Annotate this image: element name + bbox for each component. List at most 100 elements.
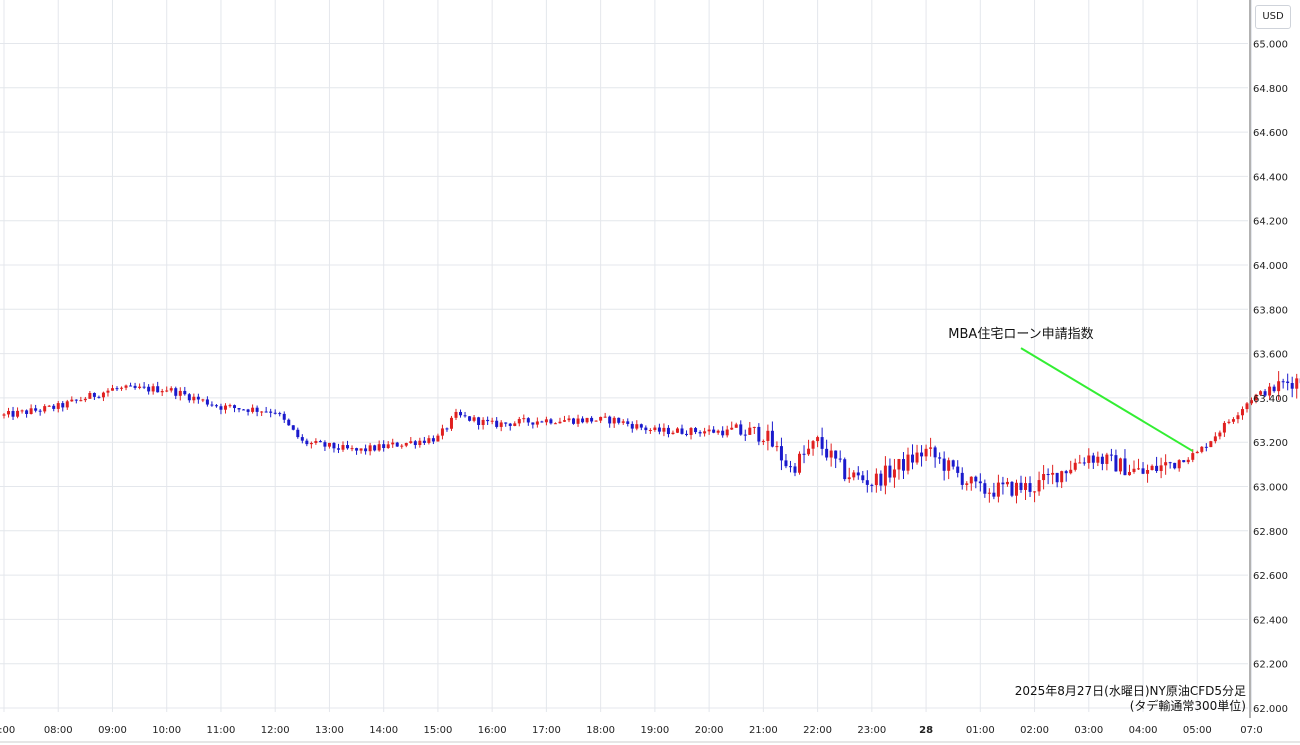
annotation-label: MBA住宅ローン申請指数 <box>948 327 1093 342</box>
candle-body <box>1263 391 1267 396</box>
candle-body <box>1250 400 1254 404</box>
candle-body <box>585 417 589 423</box>
y-tick-label: 62.800 <box>1253 527 1288 538</box>
y-tick-label: 62.200 <box>1253 660 1288 671</box>
candle-body <box>1191 453 1195 460</box>
candle-body <box>603 416 607 418</box>
candle-body <box>784 460 788 467</box>
candle-body <box>88 392 92 399</box>
candle-body <box>1042 474 1046 481</box>
candle-body <box>544 419 548 423</box>
candle-body <box>16 410 20 417</box>
candle-body <box>1037 480 1041 492</box>
candle-body <box>929 447 933 449</box>
candle-body <box>987 492 991 494</box>
candle-body <box>477 417 481 426</box>
candle-body <box>273 412 277 414</box>
candle-body <box>870 484 874 486</box>
candle-body <box>653 427 657 431</box>
y-axis: 62.000 62.200 62.400 62.600 62.800 63.000 63.2… <box>1249 0 1288 718</box>
candle-body <box>942 458 946 471</box>
x-tick-label: 11:00 <box>207 725 236 736</box>
candle-body <box>472 417 476 421</box>
candle-body <box>1231 419 1235 422</box>
candle-body <box>205 399 209 405</box>
candle-body <box>196 396 200 400</box>
candle-body <box>449 417 453 429</box>
candle-body <box>1155 465 1159 472</box>
candle-body <box>517 418 521 424</box>
candle-body <box>368 445 372 452</box>
candle-body <box>675 428 679 433</box>
candle-body <box>924 448 928 457</box>
x-tick-label: 13:00 <box>315 725 344 736</box>
candle-body <box>92 392 96 397</box>
candle-body <box>1064 471 1068 474</box>
y-tick-label: 64.200 <box>1253 217 1288 228</box>
candle-body <box>820 437 824 449</box>
candle-body <box>1159 465 1163 472</box>
candle-body <box>734 424 738 428</box>
x-tick-label: 04:00 <box>1129 725 1158 736</box>
candle-body <box>513 423 517 426</box>
candle-body <box>47 405 51 407</box>
y-tick-label: 63.400 <box>1253 394 1288 405</box>
candle-body <box>1024 483 1028 490</box>
candle-body <box>1240 409 1244 416</box>
candle-body <box>689 428 693 435</box>
y-tick-label: 64.000 <box>1253 261 1288 272</box>
candle-body <box>865 480 869 485</box>
candle-body <box>1069 469 1073 474</box>
candle-body <box>431 438 435 442</box>
candle-body <box>608 416 612 424</box>
candle-body <box>160 391 164 393</box>
candle-body <box>662 427 666 432</box>
candle-body <box>133 385 137 388</box>
candle-body <box>427 438 431 443</box>
y-tick-label: 63.800 <box>1253 305 1288 316</box>
candle-body <box>1150 465 1154 471</box>
currency-label[interactable]: USD <box>1255 5 1291 29</box>
candle-body <box>630 423 634 429</box>
candle-body <box>1290 383 1294 389</box>
candle-body <box>798 453 802 473</box>
candle-body <box>553 423 557 425</box>
candle-body <box>648 430 652 432</box>
candle-body <box>56 403 60 409</box>
candle-body <box>671 432 675 435</box>
candle-body <box>174 388 178 396</box>
candle-body <box>418 440 422 446</box>
candle-body <box>1173 462 1177 469</box>
candle-body <box>459 411 463 416</box>
candle-body <box>888 465 892 478</box>
candle-body <box>635 424 639 429</box>
candle-body <box>74 399 78 401</box>
candle-body <box>1200 446 1204 452</box>
candle-body <box>1195 451 1199 454</box>
candle-body <box>147 386 151 392</box>
candle-body <box>318 441 322 443</box>
candle-body <box>305 440 309 445</box>
candle-body <box>29 408 33 414</box>
candle-body <box>1091 455 1095 463</box>
candle-body <box>788 466 792 468</box>
candle-body <box>1277 381 1281 392</box>
x-tick-label: 20:00 <box>695 725 724 736</box>
candle-body <box>169 388 173 391</box>
candle-body <box>359 448 363 451</box>
candle-body <box>883 465 887 486</box>
candle-body <box>716 430 720 433</box>
candle-body <box>770 430 774 447</box>
candle-body <box>1051 472 1055 475</box>
candle-body <box>61 403 65 408</box>
candle-body <box>581 418 585 423</box>
candle-body <box>1105 454 1109 464</box>
candle-body <box>879 473 883 486</box>
candle-body <box>549 419 553 424</box>
candle-body <box>1209 441 1213 448</box>
candle-body <box>992 492 996 497</box>
candle-body <box>666 427 670 435</box>
candle-body <box>657 427 661 432</box>
candle-body <box>707 429 711 432</box>
candle-body <box>260 411 264 413</box>
